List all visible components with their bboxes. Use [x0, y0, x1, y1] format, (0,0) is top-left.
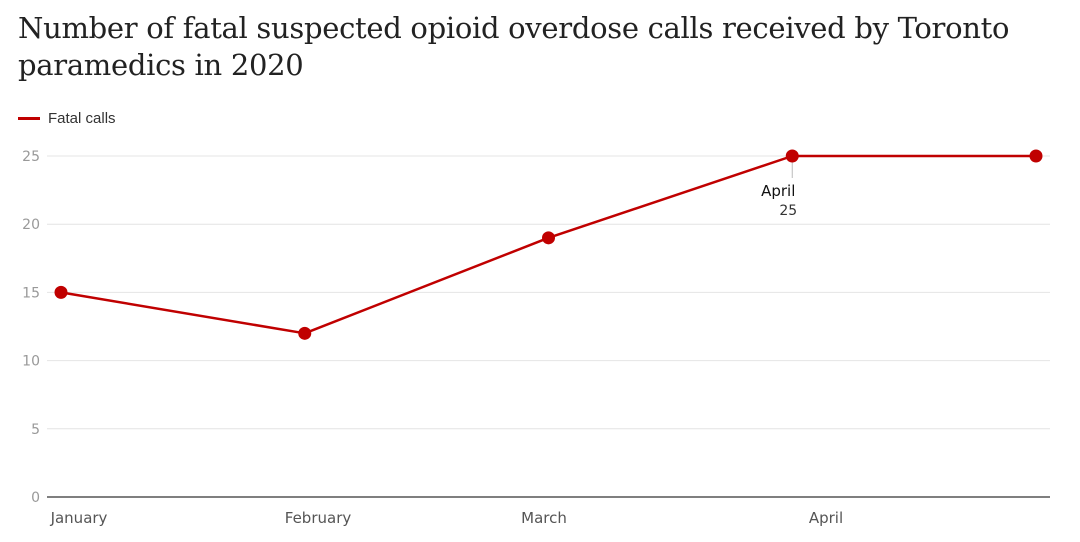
data-points	[54, 149, 1043, 340]
data-point	[298, 326, 312, 340]
y-tick-label: 5	[31, 422, 40, 438]
legend-label: Fatal calls	[48, 110, 116, 127]
series-line-fatal-calls	[60, 154, 1036, 335]
y-tick-label: 0	[31, 490, 40, 506]
data-point	[785, 149, 799, 163]
chart-title: Number of fatal suspected opioid overdos…	[18, 11, 1010, 82]
x-axis: January February March April	[50, 509, 844, 527]
annotation: April 25	[761, 162, 797, 219]
data-point	[542, 231, 555, 245]
x-tick-label: March	[521, 509, 567, 527]
x-tick-label: February	[285, 509, 352, 527]
data-point	[54, 285, 68, 299]
annotation-value: 25	[779, 203, 797, 219]
gridlines	[47, 155, 1050, 430]
data-point	[1029, 149, 1043, 163]
legend-swatch	[18, 117, 40, 120]
y-tick-label: 25	[22, 149, 40, 165]
legend: Fatal calls	[18, 110, 116, 127]
y-tick-label: 15	[22, 285, 40, 301]
annotation-label: April	[761, 182, 795, 200]
y-tick-label: 20	[22, 217, 40, 233]
x-tick-label: April	[809, 509, 843, 527]
x-tick-label: January	[50, 509, 108, 527]
y-tick-label: 10	[22, 354, 40, 370]
y-axis: 0 5 10 15 20 25	[22, 149, 40, 506]
